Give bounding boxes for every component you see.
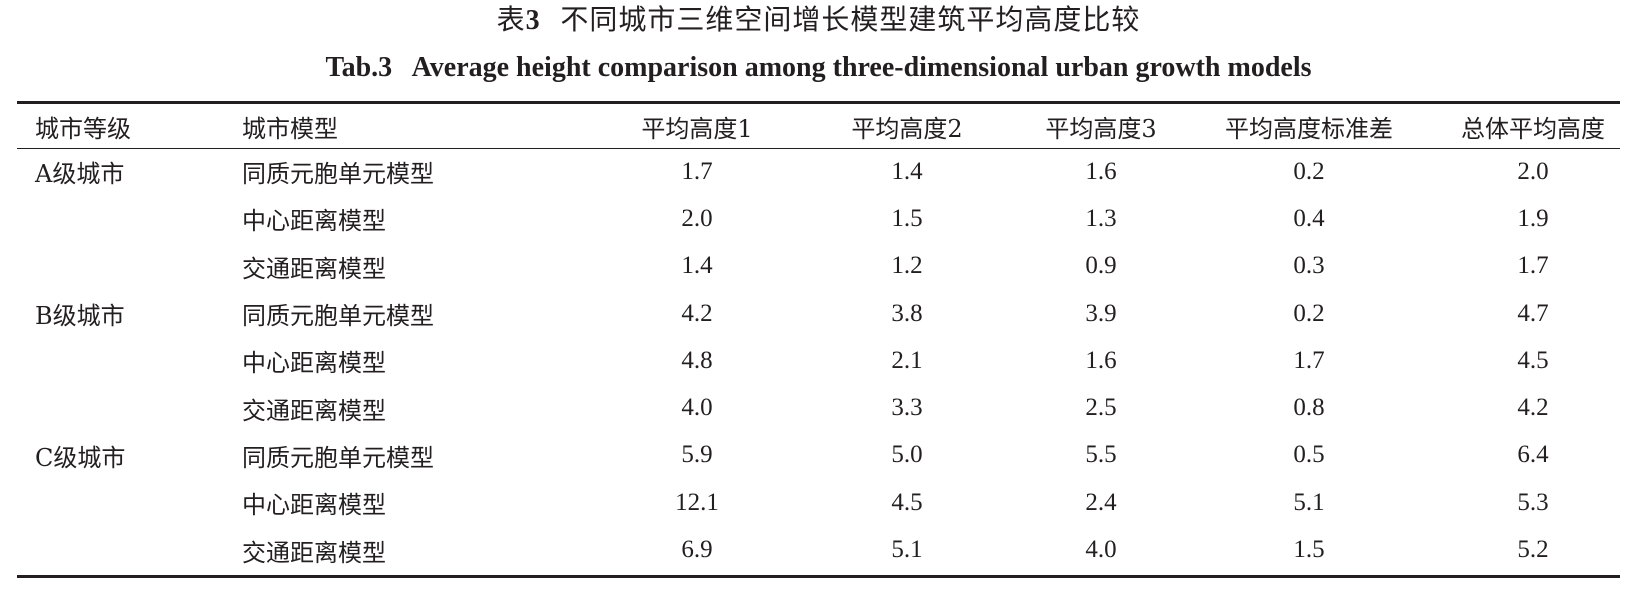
cell-city-model: 同质元胞单元模型 xyxy=(242,302,434,331)
header-avg-height-2: 平均高度2 xyxy=(851,114,963,143)
cell-overall-avg-height: 1.7 xyxy=(1517,252,1549,280)
table-row: 交通距离模型 1.4 1.2 0.9 0.3 1.7 xyxy=(17,243,1637,290)
cell-overall-avg-height: 4.2 xyxy=(1517,394,1549,422)
cell-city-model: 同质元胞单元模型 xyxy=(242,160,434,189)
header-city-model: 城市模型 xyxy=(242,114,338,143)
cell-avg-height-2: 3.8 xyxy=(891,299,923,327)
cell-city-model: 交通距离模型 xyxy=(242,538,386,567)
cell-overall-avg-height: 5.2 xyxy=(1517,536,1549,564)
cell-avg-height-1: 12.1 xyxy=(675,488,719,516)
table-bottom-rule xyxy=(17,575,1620,578)
table-caption-english: Tab.3 Average height comparison among th… xyxy=(325,52,1312,83)
cell-avg-height-1: 1.4 xyxy=(681,252,713,280)
cell-avg-height-std: 0.3 xyxy=(1293,252,1325,280)
table-row: 中心距离模型 4.8 2.1 1.6 1.7 4.5 xyxy=(17,337,1637,384)
cell-avg-height-3: 3.9 xyxy=(1085,299,1117,327)
cell-avg-height-3: 2.4 xyxy=(1085,488,1117,516)
cell-avg-height-2: 4.5 xyxy=(891,488,923,516)
caption-number: 3 xyxy=(525,5,541,36)
table-caption-chinese: 表3 不同城市三维空间增长模型建筑平均高度比较 xyxy=(0,2,1637,39)
cell-city-level: C级城市 xyxy=(35,443,126,472)
cell-city-level: B级城市 xyxy=(35,302,125,331)
cell-city-level xyxy=(17,243,242,290)
cell-avg-height-2: 2.1 xyxy=(891,346,923,374)
cell-avg-height-1: 2.0 xyxy=(681,204,713,232)
cell-avg-height-3: 5.5 xyxy=(1085,441,1117,469)
header-avg-height-3: 平均高度3 xyxy=(1045,114,1157,143)
cell-avg-height-1: 1.7 xyxy=(681,157,713,185)
header-avg-height-std: 平均高度标准差 xyxy=(1225,114,1393,143)
table-row: 中心距离模型 12.1 4.5 2.4 5.1 5.3 xyxy=(17,479,1637,526)
cell-avg-height-3: 1.3 xyxy=(1085,204,1117,232)
header-overall-avg-height: 总体平均高度 xyxy=(1461,114,1605,143)
cell-avg-height-std: 5.1 xyxy=(1293,488,1325,516)
table-top-rule xyxy=(17,101,1620,104)
table-row: C级城市 同质元胞单元模型 5.9 5.0 5.5 0.5 6.4 xyxy=(17,432,1637,479)
cell-overall-avg-height: 4.5 xyxy=(1517,346,1549,374)
header-city-level: 城市等级 xyxy=(35,114,131,143)
cell-avg-height-3: 1.6 xyxy=(1085,346,1117,374)
cell-city-level xyxy=(17,337,242,384)
cell-avg-height-std: 1.5 xyxy=(1293,536,1325,564)
cell-city-model: 交通距离模型 xyxy=(242,254,386,283)
cell-avg-height-std: 1.7 xyxy=(1293,346,1325,374)
table-row: 交通距离模型 4.0 3.3 2.5 0.8 4.2 xyxy=(17,384,1637,431)
table-header-rule xyxy=(17,148,1620,149)
cell-avg-height-2: 1.2 xyxy=(891,252,923,280)
cell-city-model: 交通距离模型 xyxy=(242,396,386,425)
table-body: A级城市 同质元胞单元模型 1.7 1.4 1.6 0.2 2.0 中心距离模型 2.0 1.5 1… xyxy=(17,148,1637,574)
cell-city-model: 中心距离模型 xyxy=(242,349,386,378)
table-row: A级城市 同质元胞单元模型 1.7 1.4 1.6 0.2 2.0 xyxy=(17,148,1637,195)
cell-avg-height-1: 6.9 xyxy=(681,536,713,564)
header-avg-height-1: 平均高度1 xyxy=(641,114,753,143)
cell-overall-avg-height: 5.3 xyxy=(1517,488,1549,516)
cell-avg-height-3: 2.5 xyxy=(1085,394,1117,422)
height-comparison-table: 城市等级 城市模型 平均高度1 平均高度2 平均高度3 平均高度标准差 总体平均… xyxy=(17,104,1637,574)
cell-avg-height-std: 0.2 xyxy=(1293,157,1325,185)
table-row: B级城市 同质元胞单元模型 4.2 3.8 3.9 0.2 4.7 xyxy=(17,290,1637,337)
cell-avg-height-1: 4.2 xyxy=(681,299,713,327)
cell-avg-height-1: 4.8 xyxy=(681,346,713,374)
cell-avg-height-3: 4.0 xyxy=(1085,536,1117,564)
cell-avg-height-2: 3.3 xyxy=(891,394,923,422)
cell-city-model: 同质元胞单元模型 xyxy=(242,443,434,472)
cell-overall-avg-height: 1.9 xyxy=(1517,204,1549,232)
caption-label-cn: 表 xyxy=(496,3,526,36)
cell-avg-height-3: 0.9 xyxy=(1085,252,1117,280)
cell-avg-height-3: 1.6 xyxy=(1085,157,1117,185)
table-row: 中心距离模型 2.0 1.5 1.3 0.4 1.9 xyxy=(17,195,1637,242)
cell-city-level xyxy=(17,526,242,573)
cell-city-model: 中心距离模型 xyxy=(242,491,386,520)
table-header-row: 城市等级 城市模型 平均高度1 平均高度2 平均高度3 平均高度标准差 总体平均… xyxy=(17,104,1637,148)
cell-avg-height-2: 5.0 xyxy=(891,441,923,469)
cell-avg-height-1: 5.9 xyxy=(681,441,713,469)
cell-overall-avg-height: 2.0 xyxy=(1517,157,1549,185)
cell-city-level xyxy=(17,479,242,526)
cell-avg-height-2: 1.5 xyxy=(891,204,923,232)
cell-overall-avg-height: 4.7 xyxy=(1517,299,1549,327)
cell-avg-height-2: 1.4 xyxy=(891,157,923,185)
cell-avg-height-1: 4.0 xyxy=(681,394,713,422)
cell-city-model: 中心距离模型 xyxy=(242,207,386,236)
cell-avg-height-std: 0.4 xyxy=(1293,204,1325,232)
table-row: 交通距离模型 6.9 5.1 4.0 1.5 5.2 xyxy=(17,526,1637,573)
caption-title-cn: 不同城市三维空间增长模型建筑平均高度比较 xyxy=(560,3,1141,36)
cell-overall-avg-height: 6.4 xyxy=(1517,441,1549,469)
cell-city-level xyxy=(17,384,242,431)
cell-city-level: A级城市 xyxy=(35,160,125,189)
cell-avg-height-std: 0.2 xyxy=(1293,299,1325,327)
cell-avg-height-std: 0.5 xyxy=(1293,441,1325,469)
cell-avg-height-2: 5.1 xyxy=(891,536,923,564)
cell-city-level xyxy=(17,195,242,242)
cell-avg-height-std: 0.8 xyxy=(1293,394,1325,422)
